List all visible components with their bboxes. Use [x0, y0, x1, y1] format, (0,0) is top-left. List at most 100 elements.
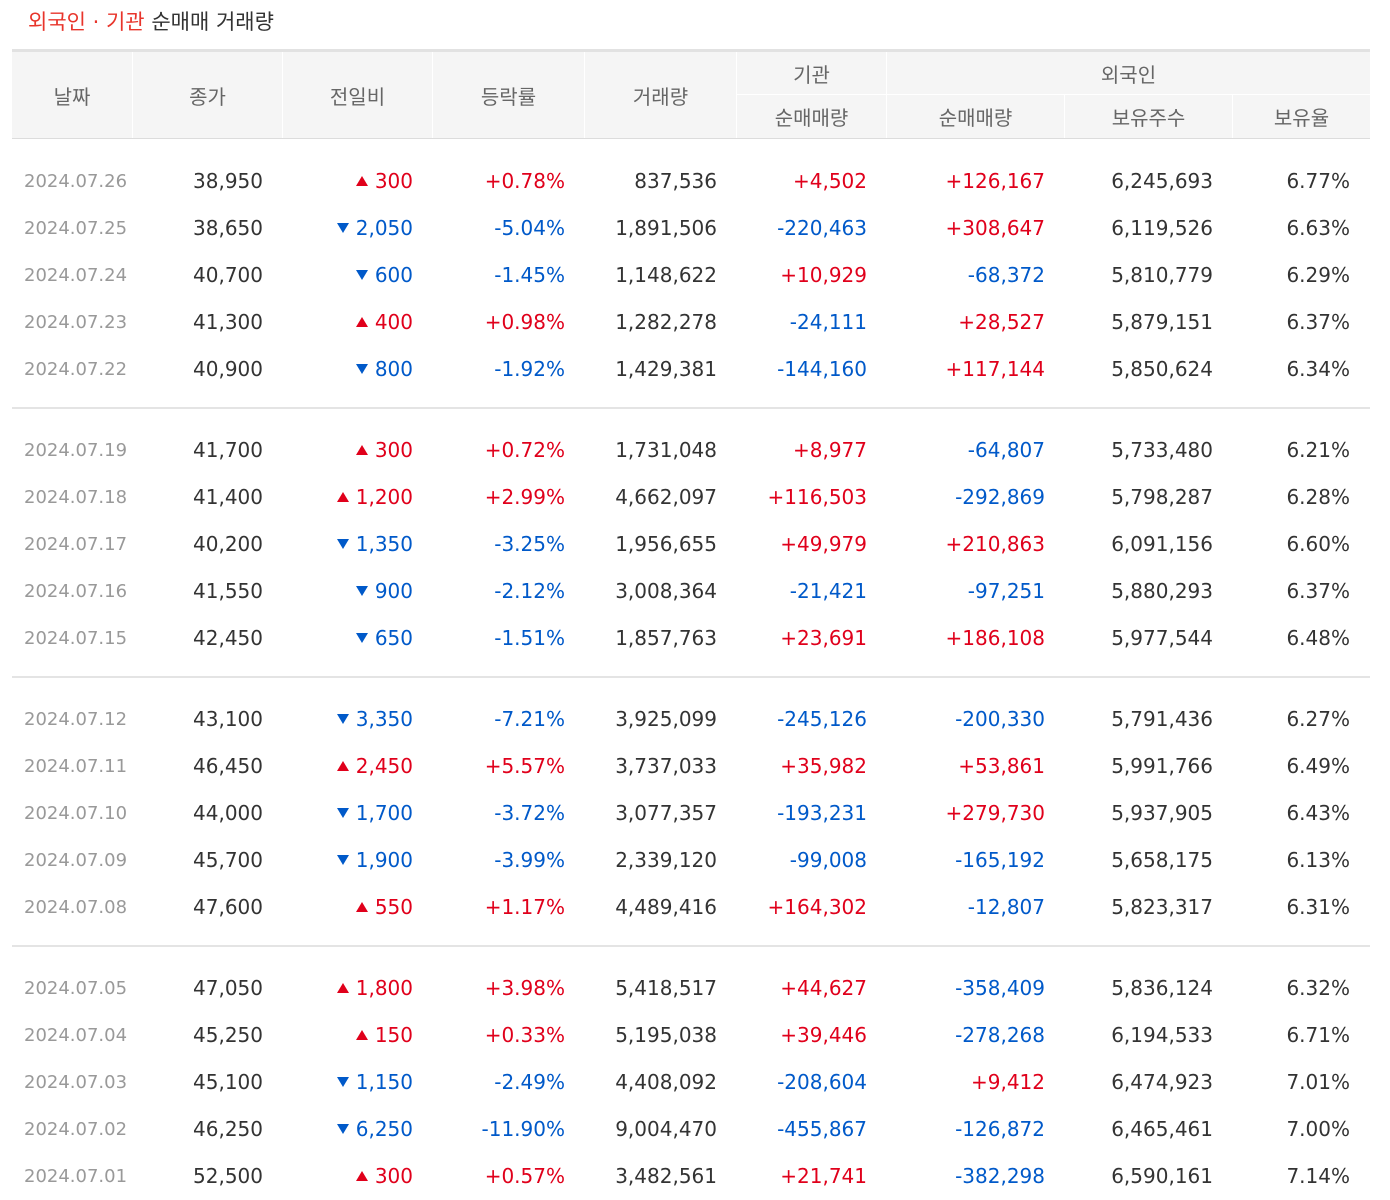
- down-arrow: [336, 223, 349, 233]
- change-cell: 1,700: [283, 790, 433, 837]
- change-value: 650: [374, 626, 413, 650]
- holdings-cell: 5,991,766: [1111, 754, 1213, 778]
- foreign-cell: -382,298: [955, 1164, 1045, 1188]
- volume-cell: 1,857,763: [615, 626, 717, 650]
- close-cell: 45,100: [193, 1070, 263, 1094]
- ratio-cell: 6.48%: [1286, 626, 1350, 650]
- rate-cell: -2.12%: [494, 579, 565, 603]
- arrow-shape: [336, 983, 349, 993]
- rate-cell: -2.49%: [494, 1070, 565, 1094]
- down-arrow: [336, 1124, 349, 1134]
- volume-cell: 3,482,561: [615, 1164, 717, 1188]
- ratio-cell: 7.00%: [1286, 1117, 1350, 1141]
- rate-cell: -5.04%: [494, 216, 565, 240]
- rate-cell: +2.99%: [484, 485, 565, 509]
- change-value: 3,350: [355, 707, 413, 731]
- arrow-shape: [355, 317, 368, 327]
- institution-cell: -193,231: [777, 801, 867, 825]
- rate-cell: +0.72%: [484, 438, 565, 462]
- institution-cell: +35,982: [780, 754, 867, 778]
- foreign-cell: -64,807: [967, 438, 1045, 462]
- change-value: 800: [374, 357, 413, 381]
- rate-cell: +0.33%: [484, 1023, 565, 1047]
- holdings-cell: 6,474,923: [1111, 1070, 1213, 1094]
- ratio-cell: 6.49%: [1286, 754, 1350, 778]
- holdings-cell: 5,823,317: [1111, 895, 1213, 919]
- rate-cell: +0.57%: [484, 1164, 565, 1188]
- header-cell: 날짜: [12, 52, 133, 138]
- change-value: 6,250: [355, 1117, 413, 1141]
- date-cell: 2024.07.08: [24, 896, 128, 918]
- holdings-cell: 5,879,151: [1111, 310, 1213, 334]
- date-cell: 2024.07.03: [24, 1071, 128, 1093]
- up-arrow: [355, 1030, 368, 1040]
- holdings-cell: 5,658,175: [1111, 848, 1213, 872]
- ratio-cell: 6.27%: [1286, 707, 1350, 731]
- close-cell: 43,100: [193, 707, 263, 731]
- close-cell: 40,900: [193, 357, 263, 381]
- change-value: 300: [374, 169, 413, 193]
- holdings-cell: 6,194,533: [1111, 1023, 1213, 1047]
- change-value: 550: [374, 895, 413, 919]
- close-cell: 47,050: [193, 976, 263, 1000]
- institution-cell: +4,502: [792, 169, 867, 193]
- holdings-cell: 6,465,461: [1111, 1117, 1213, 1141]
- institution-cell: -24,111: [789, 310, 867, 334]
- holdings-cell: 5,810,779: [1111, 263, 1213, 287]
- ratio-cell: 7.14%: [1286, 1164, 1350, 1188]
- arrow-shape: [355, 1030, 368, 1040]
- foreign-cell: -292,869: [955, 485, 1045, 509]
- change-cell: 6,250: [283, 1106, 433, 1153]
- header-cell: 보유율: [1233, 95, 1370, 138]
- foreign-cell: -200,330: [955, 707, 1045, 731]
- institution-cell: +116,503: [767, 485, 867, 509]
- up-arrow: [355, 176, 368, 186]
- rate-cell: -3.25%: [494, 532, 565, 556]
- change-cell: 550: [283, 884, 433, 931]
- foreign-cell: -165,192: [955, 848, 1045, 872]
- arrow-shape: [355, 364, 368, 374]
- change-cell: 400: [283, 299, 433, 346]
- close-cell: 46,450: [193, 754, 263, 778]
- group-separator: [12, 945, 1370, 947]
- down-arrow: [355, 270, 368, 280]
- arrow-shape: [355, 586, 368, 596]
- close-cell: 41,400: [193, 485, 263, 509]
- date-cell: 2024.07.09: [24, 849, 128, 871]
- down-arrow: [336, 539, 349, 549]
- close-cell: 41,700: [193, 438, 263, 462]
- change-value: 300: [374, 1164, 413, 1188]
- header-cell: 보유주수: [1065, 95, 1233, 138]
- arrow-shape: [355, 445, 368, 455]
- close-cell: 40,700: [193, 263, 263, 287]
- header-cell: 순매매량: [737, 95, 887, 138]
- close-cell: 38,950: [193, 169, 263, 193]
- institution-cell: +21,741: [780, 1164, 867, 1188]
- close-cell: 52,500: [193, 1164, 263, 1188]
- ratio-cell: 6.71%: [1286, 1023, 1350, 1047]
- change-value: 2,450: [355, 754, 413, 778]
- holdings-cell: 5,977,544: [1111, 626, 1213, 650]
- arrow-shape: [336, 855, 349, 865]
- change-value: 400: [374, 310, 413, 334]
- change-cell: 300: [283, 158, 433, 205]
- holdings-cell: 6,091,156: [1111, 532, 1213, 556]
- change-cell: 1,800: [283, 965, 433, 1012]
- arrow-shape: [336, 761, 349, 771]
- institution-cell: -144,160: [777, 357, 867, 381]
- institution-cell: -99,008: [789, 848, 867, 872]
- arrow-shape: [355, 270, 368, 280]
- institution-cell: -21,421: [789, 579, 867, 603]
- date-cell: 2024.07.11: [24, 755, 128, 777]
- volume-cell: 837,536: [634, 169, 717, 193]
- change-value: 1,150: [355, 1070, 413, 1094]
- close-cell: 42,450: [193, 626, 263, 650]
- change-cell: 2,050: [283, 205, 433, 252]
- volume-cell: 2,339,120: [615, 848, 717, 872]
- rate-cell: -3.99%: [494, 848, 565, 872]
- change-cell: 600: [283, 252, 433, 299]
- rate-cell: +3.98%: [484, 976, 565, 1000]
- volume-cell: 3,008,364: [615, 579, 717, 603]
- date-cell: 2024.07.24: [24, 264, 128, 286]
